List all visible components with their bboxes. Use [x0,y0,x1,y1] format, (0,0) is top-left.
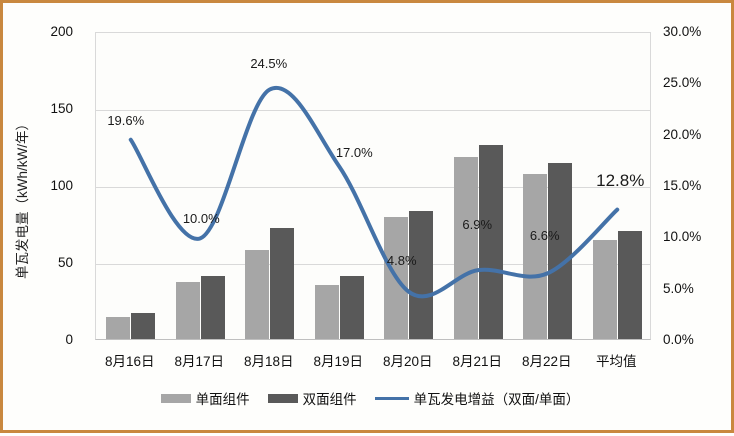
legend-label: 单面组件 [195,392,250,407]
legend-bar-swatch-icon [267,393,298,403]
bar-single-sided [523,174,548,339]
legend: 单面组件 双面组件 单瓦发电增益（双面/单面） [3,388,734,408]
x-axis-tick: 8月22日 [521,354,572,369]
right-axis-tick: 5.0% [663,280,694,296]
legend-line-swatch-icon [374,396,409,400]
line-point-label: 6.6% [529,228,560,244]
legend-item[interactable]: 单面组件 [160,388,250,408]
line-point-label: 10.0% [182,211,220,227]
bar-single-sided [314,285,339,339]
bar-double-sided [617,231,642,339]
bar-double-sided [200,275,225,339]
line-point-label: 19.6% [107,112,145,128]
x-axis-tick: 8月20日 [382,354,433,369]
right-axis-tick: 20.0% [663,126,702,142]
gridline [96,187,650,188]
line-point-label: 6.9% [462,217,493,233]
line-point-label: 17.0% [335,145,373,161]
bar-double-sided [409,211,434,339]
x-axis-tick: 8月16日 [104,354,155,369]
bar-double-sided [339,275,364,339]
right-axis-tick: 15.0% [663,178,702,193]
bar-double-sided [270,228,295,339]
left-axis-tick: 200 [50,24,73,39]
chart-canvas: 单瓦发电量（kWh/kW/年） 0 50 100 150 200 0.0% 5.0% 10.… [3,3,734,436]
left-axis-tick: 50 [57,255,73,270]
x-axis-tick: 8月21日 [452,354,503,369]
x-axis-tick: 8月18日 [243,354,294,369]
gridline [96,264,650,265]
x-axis-tick: 8月17日 [174,354,225,369]
bar-double-sided [131,312,156,339]
right-axis-tick: 0.0% [663,332,694,347]
line-series [128,85,620,299]
bar-single-sided [106,317,131,339]
left-axis-tick: 0 [65,332,73,347]
x-axis-tick: 平均值 [596,354,637,369]
legend-label: 单瓦发电增益（双面/单面） [413,392,580,407]
plot-area [95,32,651,340]
line-point-label: 12.8% [596,170,645,190]
bar-single-sided [175,282,200,339]
line-point-label: 24.5% [250,56,288,72]
right-axis-tick: 25.0% [663,75,702,91]
legend-item[interactable]: 单瓦发电增益（双面/单面） [374,388,580,408]
bar-double-sided [548,163,573,339]
left-axis-tick: 150 [50,101,73,116]
legend-item[interactable]: 双面组件 [267,388,357,408]
legend-label: 双面组件 [302,392,357,407]
bar-double-sided [478,144,503,339]
gridline [96,110,650,111]
right-axis-tick: 30.0% [663,24,702,39]
left-axis-tick: 100 [50,178,73,193]
bar-single-sided [592,240,617,339]
x-axis-tick: 8月19日 [313,354,364,369]
bar-single-sided [245,249,270,339]
bar-single-sided [453,157,478,339]
legend-bar-swatch-icon [160,393,191,403]
right-axis-tick: 10.0% [663,229,702,245]
gain-line-path [128,85,620,299]
line-point-label: 4.8% [386,252,417,268]
